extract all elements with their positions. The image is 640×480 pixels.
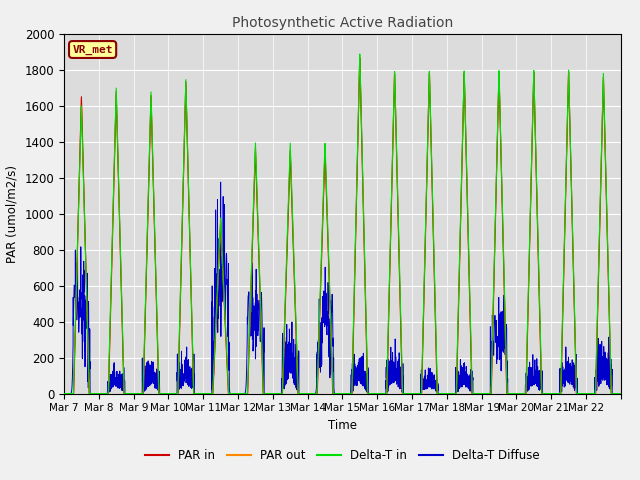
Title: Photosynthetic Active Radiation: Photosynthetic Active Radiation	[232, 16, 453, 30]
Legend: PAR in, PAR out, Delta-T in, Delta-T Diffuse: PAR in, PAR out, Delta-T in, Delta-T Dif…	[140, 444, 545, 467]
Y-axis label: PAR (umol/m2/s): PAR (umol/m2/s)	[6, 165, 19, 263]
Text: VR_met: VR_met	[72, 44, 113, 55]
X-axis label: Time: Time	[328, 419, 357, 432]
